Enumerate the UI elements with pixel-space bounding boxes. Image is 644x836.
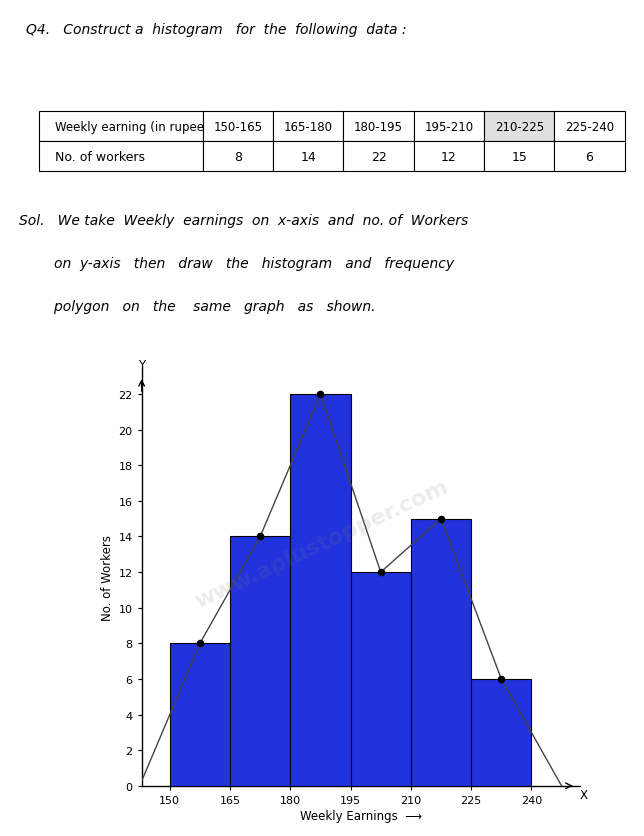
Point <box>255 530 265 543</box>
Point <box>496 672 506 686</box>
Text: Sol.   We take  Weekly  earnings  on  x-axis  and  no. of  Workers: Sol. We take Weekly earnings on x-axis a… <box>19 214 469 228</box>
Point <box>194 637 205 650</box>
Text: polygon   on   the    same   graph   as   shown.: polygon on the same graph as shown. <box>19 299 376 314</box>
Bar <box>350 573 411 786</box>
Point <box>375 566 386 579</box>
Text: X: X <box>580 788 587 801</box>
Text: www.aplustopper.com: www.aplustopper.com <box>192 476 452 611</box>
Text: Y: Y <box>138 359 146 371</box>
Y-axis label: No. of Workers: No. of Workers <box>101 534 114 619</box>
Bar <box>290 395 350 786</box>
Point <box>316 388 326 401</box>
Bar <box>411 519 471 786</box>
Bar <box>230 537 290 786</box>
Text: Q4.   Construct a  histogram   for  the  following  data :: Q4. Construct a histogram for the follow… <box>26 23 406 37</box>
X-axis label: Weekly Earnings  ⟶: Weekly Earnings ⟶ <box>299 809 422 822</box>
Bar <box>170 644 230 786</box>
Text: on  y-axis   then   draw   the   histogram   and   frequency: on y-axis then draw the histogram and fr… <box>19 257 455 271</box>
Point <box>436 512 446 526</box>
Bar <box>471 679 531 786</box>
